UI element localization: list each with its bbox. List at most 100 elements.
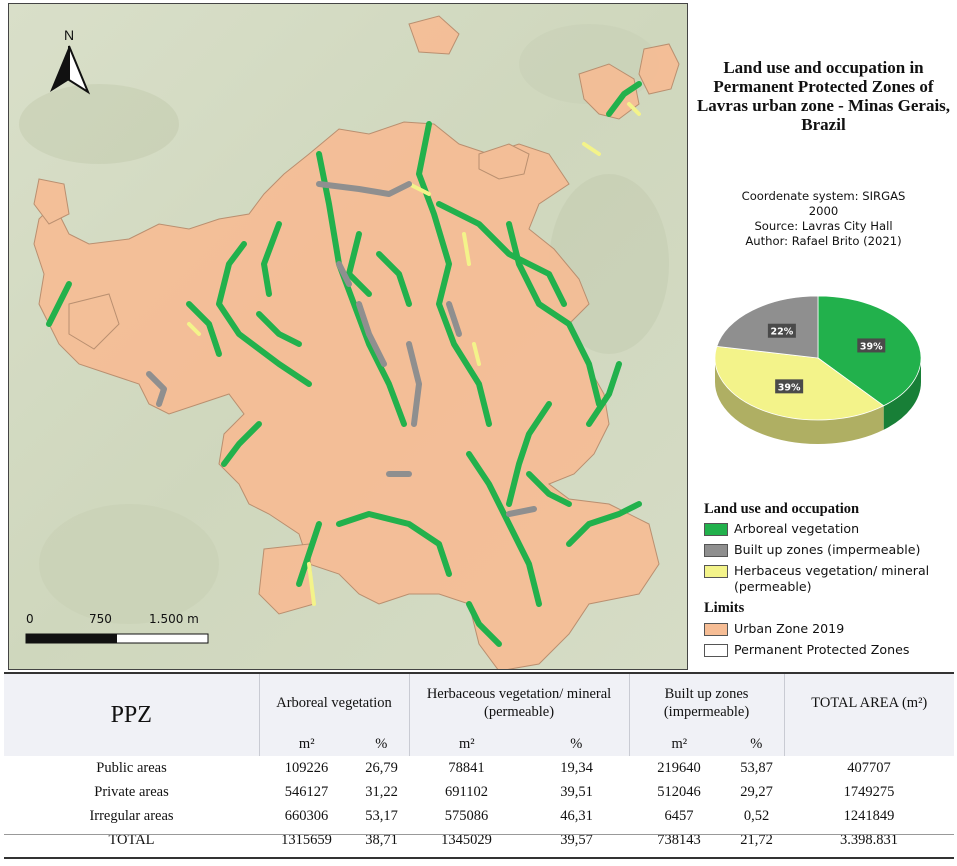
coordinate-system-cont: 2000 bbox=[808, 204, 839, 218]
map-canvas: N bbox=[9, 4, 687, 669]
pie-label-2: 22% bbox=[767, 323, 796, 338]
cell-herb-pct: 39,57 bbox=[560, 831, 593, 848]
svg-text:39%: 39% bbox=[778, 382, 801, 393]
built-swatch bbox=[704, 544, 728, 557]
table-header-row: PPZ Arboreal vegetation Herbaceous veget… bbox=[4, 674, 955, 756]
cell-built-pct: 21,72 bbox=[740, 831, 773, 848]
table-total-rule bbox=[4, 834, 954, 835]
ppz-arboreal-vegetation bbox=[46, 81, 642, 647]
urban-zone-2019 bbox=[33, 15, 680, 669]
header-built-line1: Built up zones bbox=[664, 686, 749, 702]
cell-built-m2: 6457 bbox=[664, 807, 694, 824]
cell-herb-m2: 691102 bbox=[445, 783, 488, 800]
row-name: Irregular areas bbox=[89, 807, 174, 824]
header-herbaceous: Herbaceous vegetation/ mineral (permeabl… bbox=[408, 674, 630, 732]
cell-built-pct: 29,27 bbox=[740, 783, 773, 800]
svg-text:39%: 39% bbox=[860, 341, 883, 352]
table-row: Public areas 109226 26,79 78841 19,34 21… bbox=[4, 756, 954, 780]
legend-herbaceous-line2: (permeable) bbox=[734, 579, 812, 594]
map-title: Land use and occupation in Permanent Pro… bbox=[696, 58, 951, 134]
ppz-swatch bbox=[704, 644, 728, 657]
legend-ppz-label: Permanent Protected Zones bbox=[734, 642, 910, 657]
north-label: N bbox=[64, 27, 74, 43]
header-built-line2: (impermeable) bbox=[663, 704, 750, 720]
unit-built-m2: m² bbox=[628, 732, 730, 756]
cell-built-m2: 219640 bbox=[657, 759, 701, 776]
pie-slice-2 bbox=[716, 295, 819, 359]
cell-arb-pct: 53,17 bbox=[365, 807, 398, 824]
table-row: Irregular areas 660306 53,17 575086 46,3… bbox=[4, 804, 954, 828]
cell-herb-pct: 39,51 bbox=[560, 783, 593, 800]
legend-built: Built up zones (impermeable) bbox=[704, 542, 920, 558]
legend-ppz: Permanent Protected Zones bbox=[704, 642, 909, 658]
unit-arb-pct: % bbox=[354, 732, 410, 756]
row-name: Public areas bbox=[96, 759, 167, 776]
row-name: Private areas bbox=[94, 783, 169, 800]
source: Source: Lavras City Hall bbox=[754, 219, 893, 233]
legend-herbaceous: Herbaceus vegetation/ mineral (permeable… bbox=[704, 563, 929, 595]
svg-text:22%: 22% bbox=[771, 327, 794, 338]
table-row: Private areas 546127 31,22 691102 39,51 … bbox=[4, 780, 954, 804]
unit-herb-pct: % bbox=[524, 732, 630, 756]
ppz-built-up-zones bbox=[146, 181, 537, 517]
legend-herbaceous-line1: Herbaceus vegetation/ mineral bbox=[734, 563, 930, 578]
cell-total: 407707 bbox=[847, 759, 891, 776]
legend-arboreal-label: Arboreal vegetation bbox=[734, 521, 860, 536]
scale-bar bbox=[25, 633, 209, 644]
cell-total: 3.398.831 bbox=[840, 831, 899, 848]
scale-label-1500: 1.500 m bbox=[149, 612, 199, 626]
unit-arb-m2: m² bbox=[258, 732, 354, 756]
arboreal-swatch bbox=[704, 523, 728, 536]
cell-arb-m2: 660306 bbox=[284, 807, 329, 824]
author: Author: Rafael Brito (2021) bbox=[745, 234, 902, 248]
legend-arboreal: Arboreal vegetation bbox=[704, 521, 859, 537]
pie-label-1: 39% bbox=[775, 379, 804, 394]
legend-land-use-title: Land use and occupation bbox=[704, 501, 860, 517]
legend-herbaceous-label: Herbaceus vegetation/ mineral (permeable… bbox=[734, 563, 929, 595]
side-panel: Land use and occupation in Permanent Pro… bbox=[690, 0, 957, 672]
unit-built-pct: % bbox=[729, 732, 785, 756]
header-built: Built up zones (impermeable) bbox=[628, 674, 785, 732]
unit-herb-m2: m² bbox=[408, 732, 525, 756]
cell-herb-m2: 78841 bbox=[448, 759, 485, 776]
cell-total: 1749275 bbox=[843, 783, 895, 800]
pie-chart: 39% 39% 22% bbox=[714, 295, 922, 444]
ppz-herbaceous-vegetation bbox=[187, 102, 641, 606]
cell-herb-pct: 46,31 bbox=[560, 807, 593, 824]
cell-herb-m2: 1345029 bbox=[441, 831, 492, 848]
map-frame: N 0 750 1.500 m bbox=[8, 3, 688, 670]
pie-slice-side-1 bbox=[715, 358, 884, 444]
cell-built-m2: 738143 bbox=[657, 831, 701, 848]
cell-herb-m2: 575086 bbox=[444, 807, 489, 824]
cell-total: 1241849 bbox=[843, 807, 895, 824]
row-name: TOTAL bbox=[108, 831, 155, 848]
cell-arb-m2: 109226 bbox=[284, 759, 329, 776]
herbaceous-swatch bbox=[704, 565, 728, 578]
cell-built-pct: 0,52 bbox=[743, 807, 770, 824]
legend-urban-label: Urban Zone 2019 bbox=[734, 621, 845, 636]
scale-label-0: 0 bbox=[26, 612, 34, 626]
cell-arb-pct: 26,79 bbox=[365, 759, 398, 776]
scale-label-750: 750 bbox=[89, 612, 112, 626]
coordinate-system: Coordenate system: SIRGAS bbox=[741, 189, 906, 203]
table-top-rule bbox=[4, 672, 954, 674]
header-arboreal: Arboreal vegetation bbox=[258, 674, 410, 732]
ppz-header: PPZ bbox=[4, 674, 259, 756]
cell-herb-pct: 19,34 bbox=[560, 759, 593, 776]
background-fields bbox=[19, 24, 669, 624]
cell-arb-pct: 38,71 bbox=[365, 831, 398, 848]
table-row-total: TOTAL 1315659 38,71 1345029 39,57 738143… bbox=[4, 828, 954, 852]
legend-built-label: Built up zones (impermeable) bbox=[734, 542, 921, 557]
table-unit-row: m² % m² % m² % bbox=[4, 732, 955, 756]
table-bottom-rule bbox=[4, 857, 954, 859]
header-total-area: TOTAL AREA (m²) bbox=[783, 674, 955, 732]
cell-built-m2: 512046 bbox=[657, 783, 701, 800]
cell-built-pct: 53,87 bbox=[740, 759, 773, 776]
north-arrow-icon: N bbox=[50, 27, 91, 95]
map-metadata: Coordenate system: SIRGAS 2000 Source: L… bbox=[690, 189, 957, 249]
pie-label-0: 39% bbox=[857, 338, 886, 353]
unit-total-blank bbox=[783, 732, 955, 756]
ppz-table: PPZ Arboreal vegetation Herbaceous veget… bbox=[4, 674, 955, 852]
cell-arb-m2: 546127 bbox=[284, 783, 329, 800]
cell-arb-pct: 31,22 bbox=[365, 783, 398, 800]
